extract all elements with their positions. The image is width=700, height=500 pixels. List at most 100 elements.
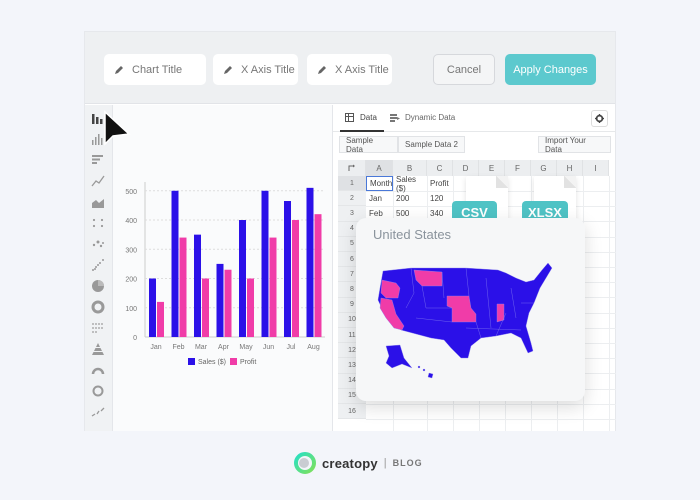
grid-line (366, 403, 616, 405)
column-header[interactable]: G (531, 160, 557, 176)
brand-separator: | (383, 457, 387, 469)
tab-data[interactable]: Data (345, 113, 377, 122)
gear-icon (595, 114, 604, 123)
table-cell[interactable]: 200 (396, 194, 410, 204)
table-cell[interactable]: Feb (369, 209, 383, 219)
bar (149, 278, 156, 337)
brand-name: creatopy (322, 455, 378, 471)
column-header[interactable]: H (557, 160, 583, 176)
column-chart-icon[interactable] (91, 111, 105, 125)
table-cell[interactable]: 120 (430, 194, 444, 204)
data-tabs: Data Dynamic Data (333, 105, 616, 132)
svg-text:100: 100 (125, 306, 137, 313)
row-header[interactable]: 3 (338, 206, 366, 222)
bubble-chart-icon[interactable] (91, 237, 105, 251)
csv-badge: CSV (452, 201, 497, 223)
bar-chart: 0 100 200 300 400 500 Jan Feb Mar Apr May Jun Jul Aug… (125, 182, 325, 366)
table-cell[interactable]: Jan (369, 194, 382, 204)
map-card: United States (356, 218, 585, 401)
svg-text:400: 400 (125, 218, 137, 225)
svg-text:Jul: Jul (287, 344, 296, 351)
svg-text:Apr: Apr (218, 344, 230, 351)
svg-text:0: 0 (133, 335, 137, 342)
bar (224, 269, 232, 337)
chart-title-input[interactable]: Chart Title (104, 54, 206, 85)
bar (306, 187, 314, 337)
line-chart-icon[interactable] (91, 174, 105, 188)
bar (284, 201, 291, 337)
apply-changes-button[interactable]: Apply Changes (505, 54, 596, 85)
histogram-icon[interactable] (91, 132, 105, 146)
table-cell[interactable]: Profit (430, 179, 449, 188)
ring-chart-icon[interactable] (91, 384, 105, 398)
xlsx-badge: XLSX (522, 201, 568, 223)
table-cell[interactable]: 340 (430, 209, 444, 219)
column-header[interactable]: D (453, 160, 479, 176)
column-header[interactable]: B (393, 160, 427, 176)
table-cell[interactable]: Sales ($) (396, 174, 417, 193)
corner-arrow-icon (348, 164, 355, 171)
cancel-button[interactable]: Cancel (433, 54, 495, 85)
chart-preview: 0 100 200 300 400 500 Jan Feb Mar Apr May Jun Jul Aug… (113, 105, 332, 431)
bar-chart-icon[interactable] (91, 153, 105, 167)
column-header[interactable]: C (427, 160, 453, 176)
pyramid-chart-icon[interactable] (91, 342, 105, 356)
donut-chart-icon[interactable] (91, 300, 105, 314)
row-header[interactable]: 1 (338, 176, 366, 192)
column-header[interactable]: F (505, 160, 531, 176)
blog-label: BLOG (392, 458, 423, 468)
chart-title-placeholder: Chart Title (132, 63, 183, 76)
pencil-icon (224, 65, 232, 74)
creatopy-logo-icon (294, 452, 316, 474)
svg-text:Sales ($): Sales ($) (198, 359, 226, 366)
sample-data-2-button[interactable]: Sample Data 2 (398, 136, 465, 153)
sample-data-button[interactable]: Sample Data (339, 136, 398, 154)
area-chart-icon[interactable] (91, 195, 105, 209)
x-axis-title-input-2[interactable]: X Axis Title (307, 54, 392, 85)
editor-toolbar: Chart Title X Axis Title X Axis Title Ca… (85, 32, 615, 104)
svg-text:500: 500 (125, 189, 137, 196)
svg-text:Feb: Feb (172, 344, 184, 351)
x-axis-title-placeholder: X Axis Title (241, 63, 295, 76)
table-cell[interactable]: 500 (396, 209, 410, 219)
select-all-corner[interactable] (338, 160, 366, 176)
row-header[interactable]: 16 (338, 404, 366, 420)
grid-line (609, 176, 610, 431)
selected-cell[interactable]: Month (366, 176, 393, 191)
row-header[interactable]: 2 (338, 191, 366, 207)
svg-text:200: 200 (125, 277, 137, 284)
pencil-icon (115, 65, 123, 74)
sparkline-icon[interactable] (91, 405, 105, 419)
map-title: United States (373, 227, 452, 242)
table-icon (345, 113, 354, 122)
dot-matrix-icon[interactable] (91, 321, 105, 335)
import-data-button[interactable]: Import Your Data (538, 136, 611, 154)
bar (216, 263, 224, 337)
bar (157, 301, 164, 337)
settings-button[interactable] (591, 110, 608, 127)
bar (179, 237, 187, 337)
bar (292, 220, 299, 337)
bar (314, 214, 322, 337)
bar (269, 237, 277, 337)
tab-dynamic-data-label: Dynamic Data (405, 113, 456, 122)
svg-text:May: May (239, 344, 253, 351)
bar (171, 190, 179, 337)
column-header[interactable]: I (583, 160, 609, 176)
creatopy-blog-logo: creatopy | BLOG (294, 452, 423, 474)
pie-chart-icon[interactable] (91, 279, 105, 293)
grid-line (366, 419, 616, 420)
chart-type-sidebar (85, 105, 113, 431)
bar (194, 234, 201, 337)
tab-dynamic-data[interactable]: Dynamic Data (390, 113, 455, 122)
svg-text:Jun: Jun (263, 344, 274, 351)
scatter-plot-icon[interactable] (91, 216, 105, 230)
column-header[interactable]: E (479, 160, 505, 176)
x-axis-title-input[interactable]: X Axis Title (213, 54, 298, 85)
svg-text:300: 300 (125, 247, 137, 254)
scatter-trend-icon[interactable] (91, 258, 105, 272)
gauge-chart-icon[interactable] (91, 363, 105, 377)
svg-text:Jan: Jan (150, 344, 161, 351)
column-header[interactable]: A (366, 160, 393, 176)
database-icon (390, 114, 400, 122)
